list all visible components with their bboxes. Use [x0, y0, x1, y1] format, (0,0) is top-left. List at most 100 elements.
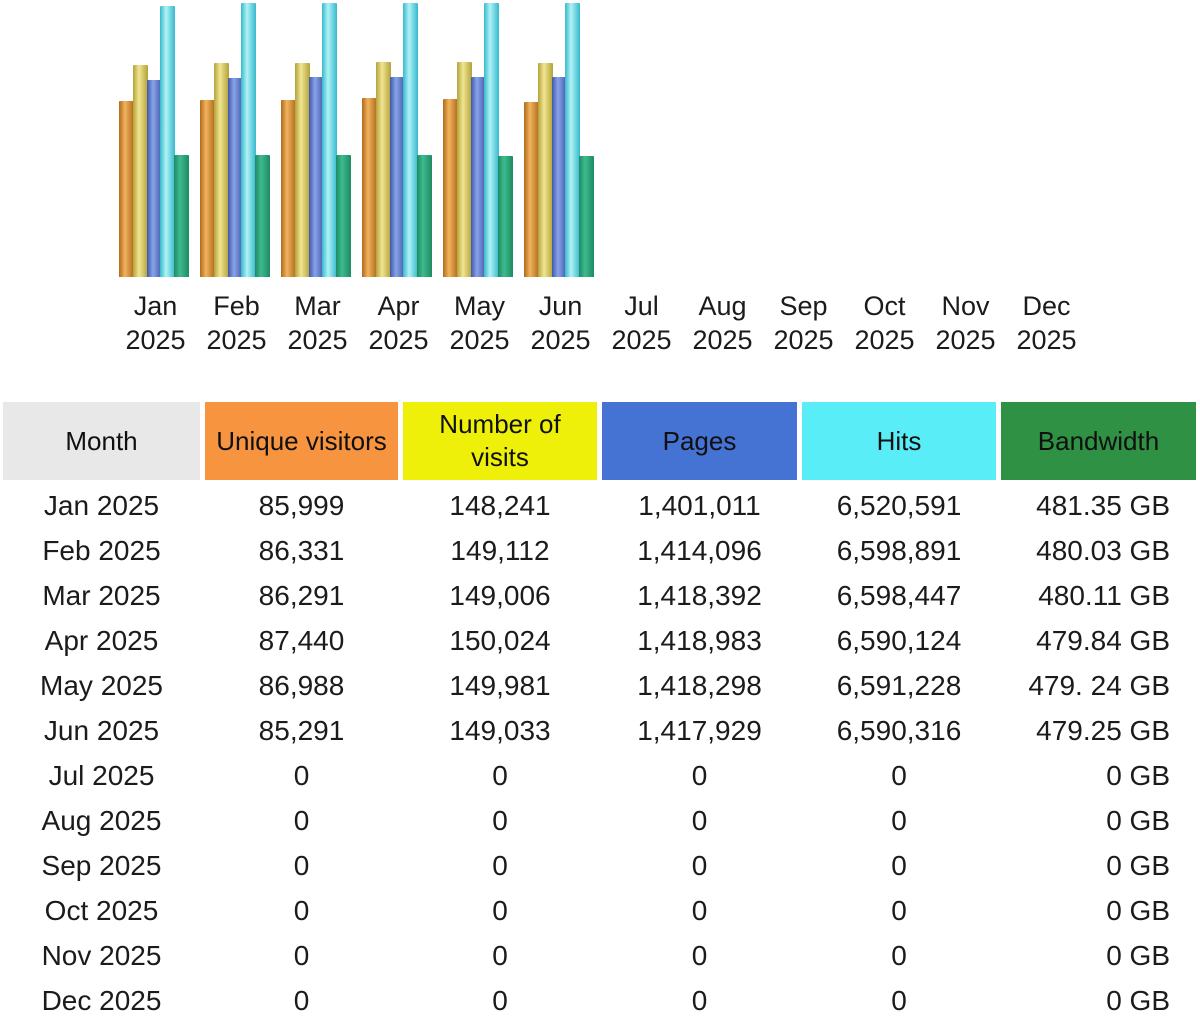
- table-row: Sep 2025 0 0 0 0 0 GB: [3, 843, 1196, 888]
- cell-number-of-visits: 148,241: [449, 489, 551, 521]
- cell-month: Feb 2025: [42, 534, 161, 566]
- cell-number-of-visits: 0: [492, 894, 508, 926]
- cell-pages: 1,418,392: [637, 579, 762, 611]
- table-row: Aug 2025 0 0 0 0 0 GB: [3, 798, 1196, 843]
- cell-bandwidth: 0 GB: [1106, 939, 1170, 971]
- cell-number-of-visits: 149,006: [449, 579, 551, 611]
- month-label-line1: Jun: [538, 291, 583, 321]
- month-label-line1: Jan: [133, 291, 178, 321]
- column-header-unique-visitors-label: Unique visitors: [216, 425, 387, 456]
- table-row: Dec 2025 0 0 0 0 0 GB: [3, 978, 1196, 1017]
- cell-hits: 6,590,316: [836, 714, 962, 746]
- cell-number-of-visits: 0: [492, 759, 508, 791]
- bar-bandwidth-feb-2025: [255, 155, 270, 277]
- bar-number-of-visits-mar-2025: [295, 63, 310, 277]
- cell-bandwidth: 0 GB: [1106, 804, 1170, 836]
- month-label-may: May 2025: [439, 289, 520, 357]
- month-label-sep: Sep 2025: [763, 289, 844, 357]
- cell-number-of-visits: 0: [492, 849, 508, 881]
- bar-unique-visitors-apr-2025: [362, 98, 377, 277]
- cell-bandwidth: 481.35 GB: [1036, 489, 1170, 521]
- month-label-line2: 2025: [1016, 325, 1077, 355]
- month-label-line2: 2025: [611, 325, 672, 355]
- table-row: Mar 2025 86,291 149,006 1,418,392 6,598,447 4…: [3, 573, 1196, 618]
- cell-pages: 0: [691, 804, 708, 836]
- bar-hits-may-2025: [484, 3, 499, 277]
- month-label-line1: Sep: [779, 291, 828, 321]
- column-header-number-of-visits-label: Number of visits: [439, 409, 561, 472]
- cell-month: Sep 2025: [41, 849, 162, 881]
- month-label-line2: 2025: [287, 325, 348, 355]
- month-label-line1: May: [453, 291, 505, 321]
- month-label-line2: 2025: [125, 325, 186, 355]
- cell-hits: 6,590,124: [836, 624, 962, 656]
- cell-bandwidth: 0 GB: [1106, 984, 1170, 1016]
- cell-month: Jul 2025: [48, 759, 155, 791]
- month-label-line2: 2025: [368, 325, 429, 355]
- cell-unique-visitors: 0: [293, 849, 310, 881]
- bar-bandwidth-apr-2025: [417, 155, 432, 277]
- bar-pages-may-2025: [471, 77, 486, 277]
- table-header-row: Month Unique visitors Number of visits P…: [3, 402, 1196, 480]
- table-row: Jun 2025 85,291 149,033 1,417,929 6,590,316 4…: [3, 708, 1196, 753]
- cell-month: Apr 2025: [44, 624, 159, 656]
- column-header-hits: Hits: [802, 402, 996, 480]
- bar-hits-jun-2025: [565, 3, 580, 277]
- cell-unique-visitors: 85,291: [258, 714, 345, 746]
- cell-pages: 0: [691, 939, 708, 971]
- cell-unique-visitors: 0: [293, 804, 310, 836]
- cell-hits: 0: [891, 939, 907, 971]
- month-label-mar: Mar 2025: [277, 289, 358, 357]
- bar-pages-jun-2025: [552, 77, 567, 277]
- cell-hits: 6,598,891: [836, 534, 962, 566]
- cell-month: Aug 2025: [41, 804, 162, 836]
- cell-number-of-visits: 0: [492, 939, 508, 971]
- month-label-feb: Feb 2025: [196, 289, 277, 357]
- cell-bandwidth: 479. 24 GB: [1028, 669, 1170, 701]
- cell-month: Jan 2025: [43, 489, 160, 521]
- column-header-month: Month: [3, 402, 200, 480]
- bar-number-of-visits-jun-2025: [538, 63, 553, 277]
- month-label-dec: Dec 2025: [1006, 289, 1087, 357]
- cell-pages: 0: [691, 984, 708, 1016]
- cell-number-of-visits: 0: [492, 804, 508, 836]
- month-label-line2: 2025: [449, 325, 510, 355]
- cell-pages: 0: [691, 759, 708, 791]
- bar-pages-jan-2025: [147, 80, 162, 277]
- month-label-line2: 2025: [773, 325, 834, 355]
- cell-month: Oct 2025: [44, 894, 159, 926]
- cell-month: Mar 2025: [42, 579, 161, 611]
- bar-unique-visitors-mar-2025: [281, 100, 296, 277]
- cell-bandwidth: 0 GB: [1106, 894, 1170, 926]
- cell-number-of-visits: 150,024: [449, 624, 551, 656]
- cell-month: Nov 2025: [41, 939, 162, 971]
- month-label-aug: Aug 2025: [682, 289, 763, 357]
- cell-hits: 0: [891, 804, 907, 836]
- cell-hits: 0: [891, 984, 907, 1016]
- cell-unique-visitors: 85,999: [258, 489, 345, 521]
- cell-pages: 1,414,096: [637, 534, 762, 566]
- bar-number-of-visits-feb-2025: [214, 63, 229, 277]
- cell-unique-visitors: 0: [293, 939, 310, 971]
- month-label-line1: Jul: [624, 291, 659, 321]
- cell-pages: 0: [691, 894, 708, 926]
- bar-number-of-visits-apr-2025: [376, 62, 391, 277]
- column-header-bandwidth-label: Bandwidth: [1037, 425, 1160, 456]
- bar-bandwidth-jun-2025: [579, 156, 594, 277]
- bar-number-of-visits-may-2025: [457, 62, 472, 277]
- cell-number-of-visits: 149,033: [449, 714, 551, 746]
- bar-unique-visitors-jan-2025: [119, 101, 134, 277]
- cell-pages: 1,418,298: [637, 669, 762, 701]
- column-header-number-of-visits: Number of visits: [403, 402, 597, 480]
- bar-bandwidth-jan-2025: [174, 155, 189, 277]
- cell-pages: 1,417,929: [637, 714, 762, 746]
- table-row: Feb 2025 86,331 149,112 1,414,096 6,598,891 4…: [3, 528, 1196, 573]
- cell-pages: 0: [691, 849, 708, 881]
- cell-bandwidth: 479.25 GB: [1036, 714, 1170, 746]
- table-row: Nov 2025 0 0 0 0 0 GB: [3, 933, 1196, 978]
- column-header-bandwidth: Bandwidth: [1001, 402, 1196, 480]
- bar-bandwidth-mar-2025: [336, 155, 351, 277]
- bar-number-of-visits-jan-2025: [133, 65, 148, 277]
- table-row: Jan 2025 85,999 148,241 1,401,011 6,520,591 4…: [3, 483, 1196, 528]
- bar-pages-apr-2025: [390, 77, 405, 277]
